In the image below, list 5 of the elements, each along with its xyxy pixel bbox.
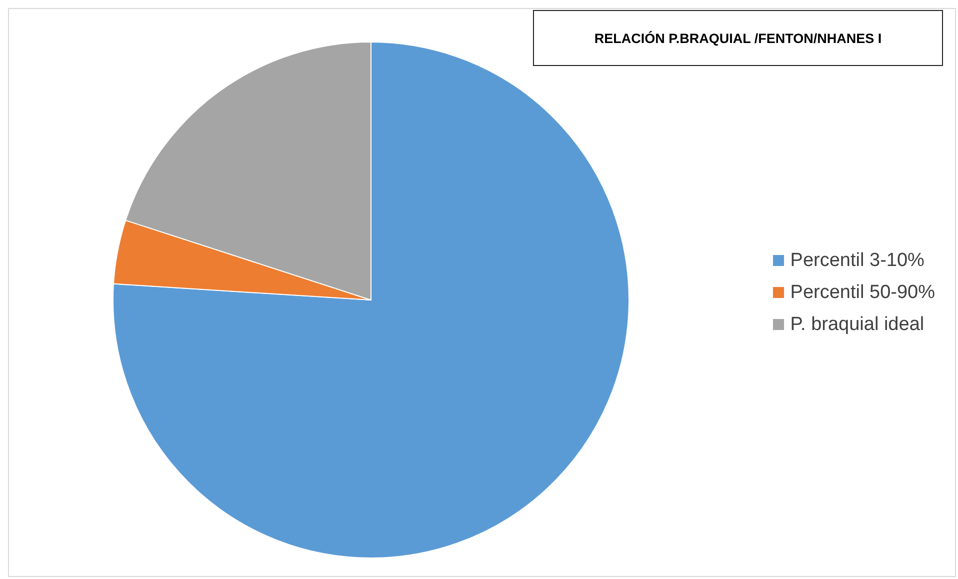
chart-title: RELACIÓN P.BRAQUIAL /FENTON/NHANES I: [533, 10, 943, 66]
legend-label: Percentil 3-10%: [790, 250, 924, 272]
legend-label: P. braquial ideal: [790, 314, 924, 336]
pie-slice: [113, 42, 630, 558]
legend-label: Percentil 50-90%: [790, 282, 935, 304]
